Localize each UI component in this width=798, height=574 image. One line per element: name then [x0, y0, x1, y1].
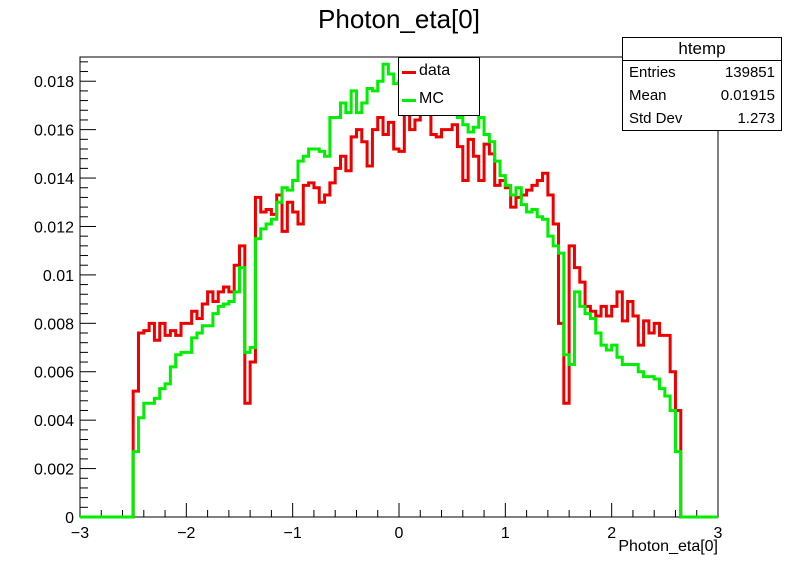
x-tick-label: 3 [714, 525, 723, 542]
x-tick-label: −1 [284, 525, 302, 542]
legend-swatch-data [402, 71, 416, 74]
y-tick-label: 0.008 [34, 316, 74, 333]
stats-label: Mean [629, 87, 667, 104]
legend-item-mc: MC [399, 86, 479, 114]
legend-item-data: data [399, 58, 479, 86]
stats-box: htemp Entries 139851 Mean 0.01915 Std De… [622, 37, 782, 131]
legend-label-data: data [419, 62, 451, 79]
y-tick-label: 0 [65, 510, 74, 527]
chart-title: Photon_eta[0] [318, 4, 480, 34]
legend-swatch-mc [402, 99, 416, 102]
x-axis-label: Photon_eta[0] [618, 538, 718, 555]
x-tick-label: 2 [607, 525, 616, 542]
y-tick-label: 0.006 [34, 365, 74, 382]
stats-label: Entries [629, 64, 676, 81]
stats-row-stddev: Std Dev 1.273 [623, 107, 781, 130]
y-tick-label: 0.014 [34, 171, 74, 188]
y-tick-label: 0.01 [43, 268, 74, 285]
y-tick-label: 0.018 [34, 74, 74, 91]
y-tick-label: 0.012 [34, 219, 74, 236]
x-tick-label: −3 [71, 525, 89, 542]
x-tick-label: 1 [501, 525, 510, 542]
y-tick-label: 0.004 [34, 413, 74, 430]
stats-value: 0.01915 [720, 87, 775, 104]
legend-label-mc: MC [419, 90, 444, 107]
stats-title: htemp [623, 38, 781, 61]
stats-row-mean: Mean 0.01915 [623, 84, 781, 107]
x-tick-label: −2 [177, 525, 195, 542]
y-tick-label: 0.016 [34, 123, 74, 140]
stats-row-entries: Entries 139851 [623, 61, 781, 84]
stats-label: Std Dev [629, 110, 683, 127]
stats-value: 1.273 [737, 110, 775, 127]
x-tick-label: 0 [395, 525, 404, 542]
y-tick-label: 0.002 [34, 462, 74, 479]
stats-value: 139851 [724, 64, 775, 81]
legend: data MC [398, 57, 480, 116]
series-data [80, 94, 718, 519]
